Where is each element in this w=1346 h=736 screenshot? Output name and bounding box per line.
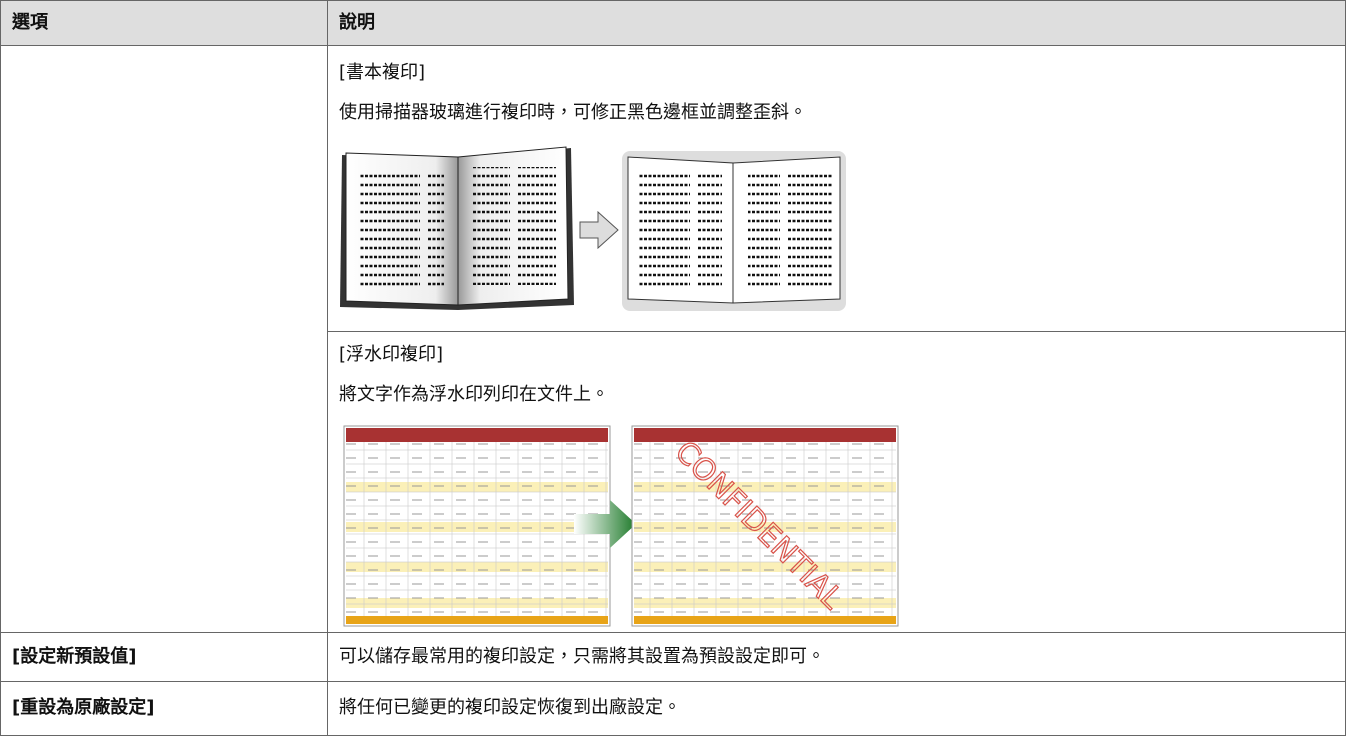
description-text: 可以儲存最常用的複印設定，只需將其設置為預設設定即可。 xyxy=(339,646,825,667)
option-title: [浮水印複印] xyxy=(339,344,444,365)
header-cell xyxy=(327,0,1346,46)
header-text: 說明 xyxy=(339,12,375,33)
header-text: 選項 xyxy=(12,12,48,33)
option-title: [書本複印] xyxy=(339,62,426,83)
header-cell xyxy=(0,0,328,46)
book-copy-illustration xyxy=(340,146,846,311)
description-text: 將任何已變更的複印設定恢復到出廠設定。 xyxy=(339,697,681,718)
option-cell xyxy=(0,45,328,633)
option-text: [設定新預設值] xyxy=(12,646,137,667)
description-text: 將文字作為浮水印列印在文件上。 xyxy=(339,384,609,405)
description-text: 使用掃描器玻璃進行複印時，可修正黑色邊框並調整歪斜。 xyxy=(339,102,807,123)
option-text: [重設為原廠設定] xyxy=(12,697,155,718)
watermark-copy-illustration: CONFIDENTIAL xyxy=(343,425,899,627)
